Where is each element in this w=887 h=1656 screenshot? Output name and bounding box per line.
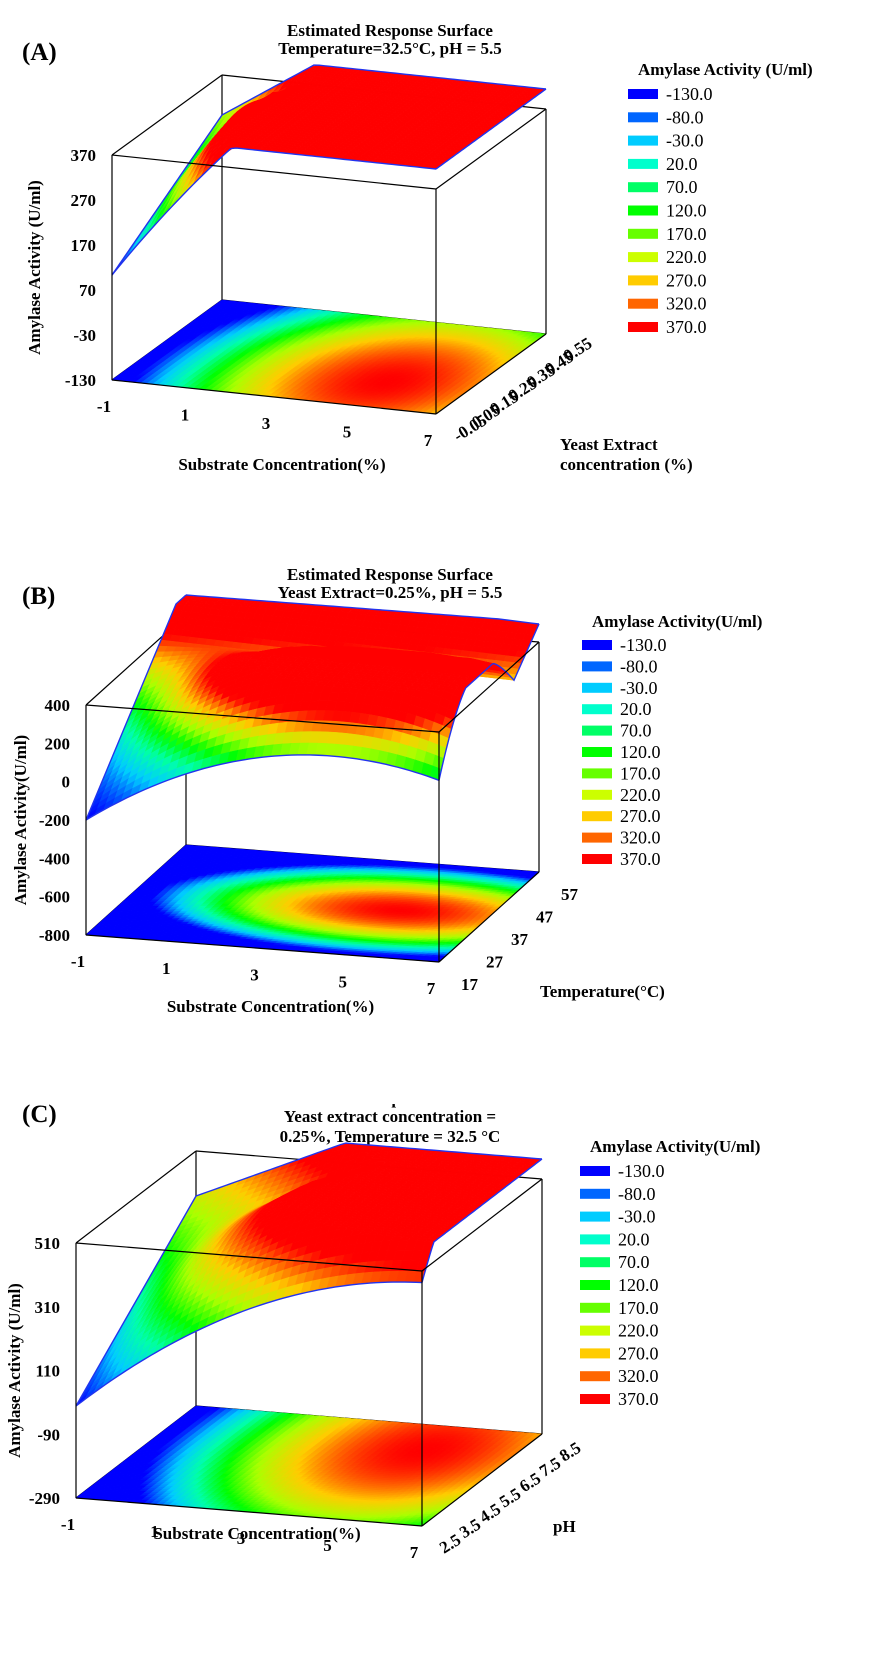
z-tick-label: -130 <box>65 371 96 390</box>
x-tick-label: -1 <box>97 397 111 416</box>
legend-label: 320.0 <box>666 294 707 314</box>
legend-swatch <box>628 205 658 216</box>
chart-subtitle: Temperature=32.5°C, pH = 5.5 <box>278 39 502 58</box>
panel-b: Estimated Response Surface Yeast Extract=… <box>0 552 887 1104</box>
legend-label: 120.0 <box>666 201 707 221</box>
legend: Amylase Activity (U/ml) -130.0 -80.0 -30.0 2… <box>628 60 813 337</box>
contour-projection <box>111 299 547 415</box>
legend-swatch <box>628 228 658 239</box>
chart-title: Estimated Response Surface <box>287 21 493 40</box>
x-tick-label: 1 <box>181 406 190 425</box>
x-axis-label: Substrate Concentration(%) <box>178 455 385 474</box>
legend-label: 170.0 <box>666 224 707 244</box>
x-tick-label: 3 <box>262 414 271 433</box>
response-surface-chart: Estimated Response SurfaceTemperature=32… <box>22 21 813 474</box>
z-tick-label: 370 <box>71 146 97 165</box>
legend-swatch <box>628 135 658 146</box>
legend-swatch <box>628 89 658 99</box>
legend-label: 20.0 <box>666 154 698 174</box>
legend-swatch <box>628 112 658 123</box>
legend-label: -130.0 <box>666 84 713 104</box>
legend-label: 370.0 <box>666 317 707 337</box>
y-axis-label: concentration (%) <box>560 455 693 474</box>
z-tick-label: -30 <box>73 326 96 345</box>
z-tick-label: 170 <box>71 236 97 255</box>
panel-a: Estimated Response Surface Temperature=32… <box>0 0 887 552</box>
panel-label: (B) <box>22 583 55 610</box>
legend-swatch <box>628 322 658 332</box>
surface-mesh <box>111 64 547 276</box>
chart-title: Estimated Response Surface <box>287 565 493 584</box>
box-edge <box>111 74 223 156</box>
legend-swatch <box>628 252 658 263</box>
z-tick-label: 70 <box>79 281 96 300</box>
legend-label: -80.0 <box>666 107 704 127</box>
x-tick-label: 5 <box>343 423 352 442</box>
left-trace <box>111 114 223 276</box>
panel-label: (A) <box>22 39 57 66</box>
y-axis-label: Yeast Extract <box>560 435 658 454</box>
legend-swatch <box>628 182 658 193</box>
x-tick-label: 7 <box>424 431 433 450</box>
legend-label: 270.0 <box>666 270 707 290</box>
legend-label: 70.0 <box>666 177 698 197</box>
legend-swatch <box>628 298 658 309</box>
chart-subtitle: Yeast Extract=0.25%, pH = 5.5 <box>278 583 503 602</box>
legend-swatch <box>628 275 658 286</box>
legend-label: -30.0 <box>666 131 704 151</box>
legend-title: Amylase Activity (U/ml) <box>638 60 813 79</box>
legend-label: 220.0 <box>666 247 707 267</box>
z-tick-label: 270 <box>71 191 97 210</box>
contour-projection <box>85 844 540 963</box>
legend-swatch <box>628 158 658 169</box>
z-axis-label: Amylase Activity (U/ml) <box>25 180 44 355</box>
